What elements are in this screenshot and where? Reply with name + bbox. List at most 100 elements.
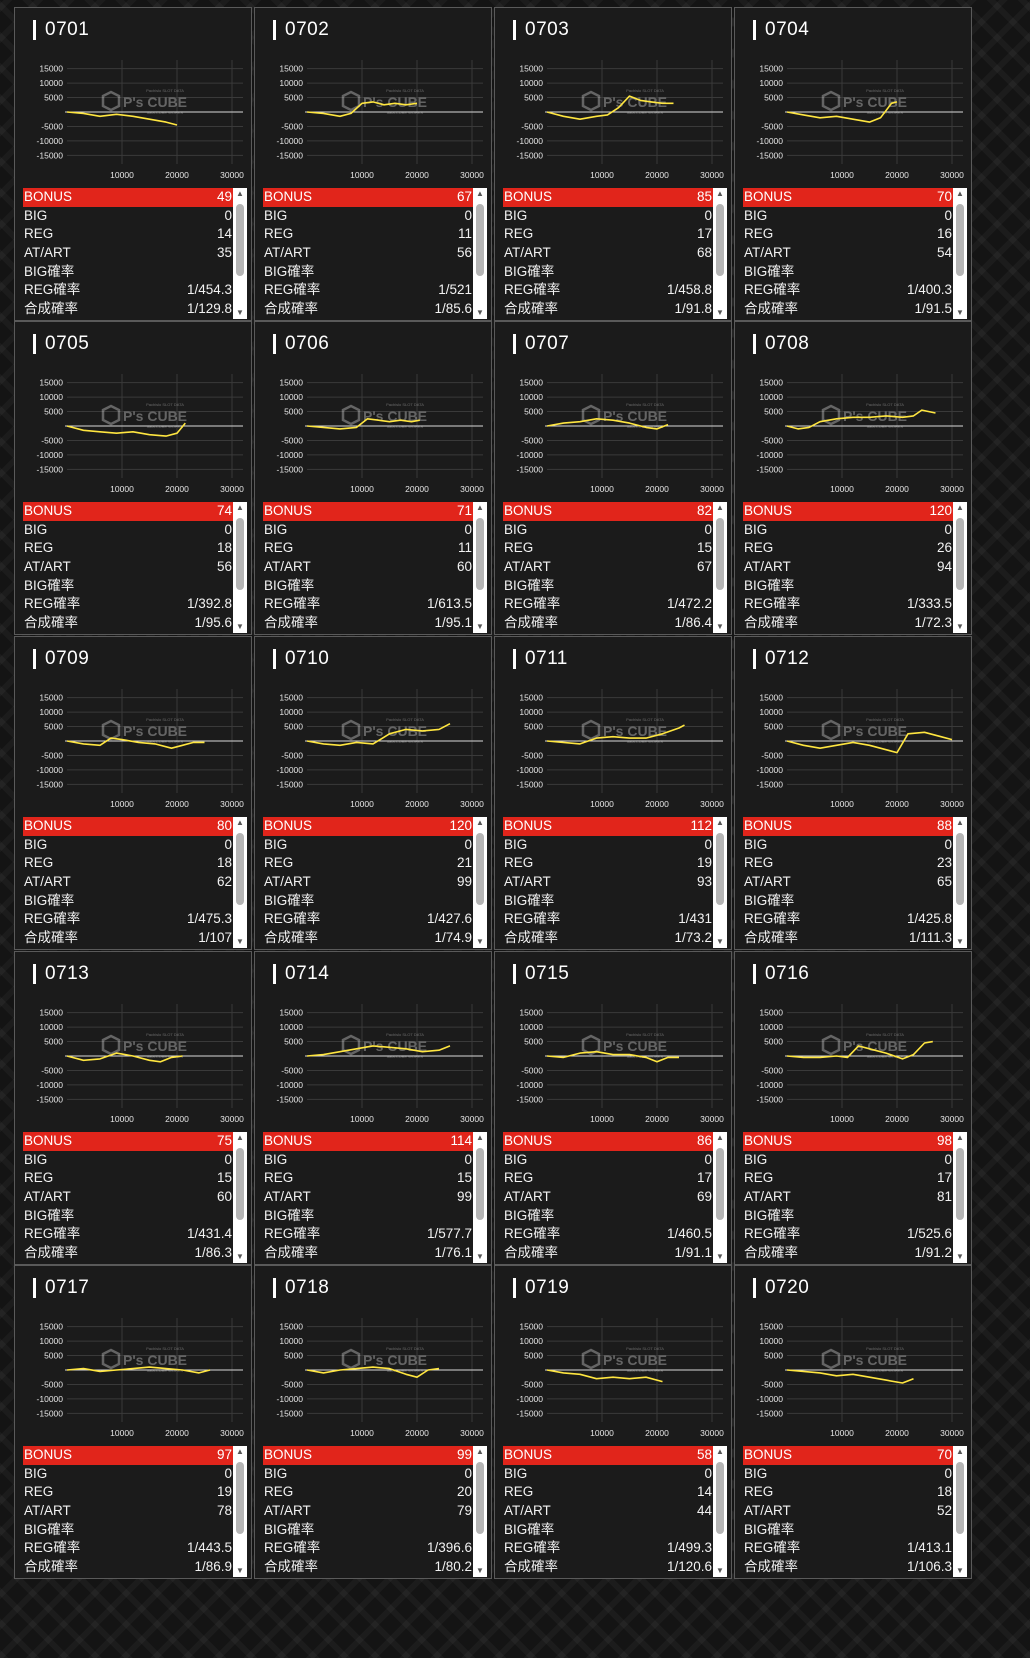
machine-card[interactable]: 0719 15000 10000 5000 -5000 -10000 -15000 1000… [494, 1265, 732, 1579]
triangle-up-icon[interactable]: ▲ [236, 1447, 244, 1456]
scrollbar-thumb[interactable] [716, 833, 724, 905]
scrollbar-thumb[interactable] [716, 1148, 724, 1220]
triangle-up-icon[interactable]: ▲ [956, 503, 964, 512]
scrollbar[interactable]: ▲ ▼ [713, 188, 727, 319]
triangle-up-icon[interactable]: ▲ [956, 1447, 964, 1456]
scrollbar-thumb[interactable] [236, 518, 244, 590]
scrollbar-thumb[interactable] [476, 1462, 484, 1534]
scrollbar[interactable]: ▲ ▼ [713, 1132, 727, 1263]
machine-card[interactable]: 0714 15000 10000 5000 -5000 -10000 -15000 1000… [254, 951, 492, 1265]
scrollbar-thumb[interactable] [716, 1462, 724, 1534]
triangle-down-icon[interactable]: ▼ [956, 308, 964, 317]
triangle-down-icon[interactable]: ▼ [956, 1566, 964, 1575]
scrollbar-thumb[interactable] [236, 1462, 244, 1534]
scrollbar[interactable]: ▲ ▼ [473, 188, 487, 319]
triangle-down-icon[interactable]: ▼ [716, 622, 724, 631]
scrollbar-thumb[interactable] [956, 833, 964, 905]
triangle-up-icon[interactable]: ▲ [956, 818, 964, 827]
scrollbar-thumb[interactable] [236, 833, 244, 905]
machine-card[interactable]: 0713 15000 10000 5000 -5000 -10000 -15000 1000… [14, 951, 252, 1265]
triangle-down-icon[interactable]: ▼ [956, 937, 964, 946]
machine-card[interactable]: 0709 15000 10000 5000 -5000 -10000 -15000 1000… [14, 636, 252, 950]
triangle-down-icon[interactable]: ▼ [236, 937, 244, 946]
machine-card[interactable]: 0711 15000 10000 5000 -5000 -10000 -15000 1000… [494, 636, 732, 950]
scrollbar-thumb[interactable] [956, 1148, 964, 1220]
triangle-down-icon[interactable]: ▼ [236, 1252, 244, 1261]
triangle-down-icon[interactable]: ▼ [476, 622, 484, 631]
scrollbar-thumb[interactable] [476, 1148, 484, 1220]
scrollbar-thumb[interactable] [476, 204, 484, 276]
triangle-up-icon[interactable]: ▲ [236, 189, 244, 198]
triangle-down-icon[interactable]: ▼ [956, 622, 964, 631]
machine-card[interactable]: 0703 15000 10000 5000 -5000 -10000 -15000 1000… [494, 7, 732, 321]
scrollbar-thumb[interactable] [716, 518, 724, 590]
stats-list[interactable]: BONUS 88 BIG 0 REG 23 AT/ART 65 BIG確率 RE… [743, 817, 953, 948]
scrollbar[interactable]: ▲ ▼ [233, 1132, 247, 1263]
machine-card[interactable]: 0718 15000 10000 5000 -5000 -10000 -15000 1000… [254, 1265, 492, 1579]
scrollbar-thumb[interactable] [476, 518, 484, 590]
triangle-up-icon[interactable]: ▲ [476, 818, 484, 827]
stats-list[interactable]: BONUS 67 BIG 0 REG 11 AT/ART 56 BIG確率 RE… [263, 188, 473, 319]
scrollbar[interactable]: ▲ ▼ [953, 1446, 967, 1577]
machine-card[interactable]: 0715 15000 10000 5000 -5000 -10000 -15000 1000… [494, 951, 732, 1265]
stats-list[interactable]: BONUS 71 BIG 0 REG 11 AT/ART 60 BIG確率 RE… [263, 502, 473, 633]
scrollbar[interactable]: ▲ ▼ [953, 188, 967, 319]
scrollbar[interactable]: ▲ ▼ [953, 1132, 967, 1263]
scrollbar[interactable]: ▲ ▼ [473, 817, 487, 948]
triangle-down-icon[interactable]: ▼ [236, 622, 244, 631]
machine-card[interactable]: 0716 15000 10000 5000 -5000 -10000 -15000 1000… [734, 951, 972, 1265]
stats-list[interactable]: BONUS 98 BIG 0 REG 17 AT/ART 81 BIG確率 RE… [743, 1132, 953, 1263]
stats-list[interactable]: BONUS 75 BIG 0 REG 15 AT/ART 60 BIG確率 RE… [23, 1132, 233, 1263]
machine-card[interactable]: 0702 15000 10000 5000 -5000 -10000 -15000 1000… [254, 7, 492, 321]
stats-list[interactable]: BONUS 49 BIG 0 REG 14 AT/ART 35 BIG確率 RE… [23, 188, 233, 319]
stats-list[interactable]: BONUS 80 BIG 0 REG 18 AT/ART 62 BIG確率 RE… [23, 817, 233, 948]
scrollbar[interactable]: ▲ ▼ [233, 502, 247, 633]
triangle-down-icon[interactable]: ▼ [716, 1566, 724, 1575]
stats-list[interactable]: BONUS 82 BIG 0 REG 15 AT/ART 67 BIG確率 RE… [503, 502, 713, 633]
machine-card[interactable]: 0704 15000 10000 5000 -5000 -10000 -15000 1000… [734, 7, 972, 321]
scrollbar-thumb[interactable] [956, 518, 964, 590]
stats-list[interactable]: BONUS 114 BIG 0 REG 15 AT/ART 99 BIG確率 R… [263, 1132, 473, 1263]
triangle-up-icon[interactable]: ▲ [716, 189, 724, 198]
triangle-up-icon[interactable]: ▲ [236, 818, 244, 827]
scrollbar[interactable]: ▲ ▼ [473, 502, 487, 633]
machine-card[interactable]: 0710 15000 10000 5000 -5000 -10000 -15000 1000… [254, 636, 492, 950]
scrollbar-thumb[interactable] [956, 1462, 964, 1534]
stats-list[interactable]: BONUS 74 BIG 0 REG 18 AT/ART 56 BIG確率 RE… [23, 502, 233, 633]
scrollbar[interactable]: ▲ ▼ [473, 1446, 487, 1577]
triangle-down-icon[interactable]: ▼ [476, 308, 484, 317]
triangle-up-icon[interactable]: ▲ [716, 1447, 724, 1456]
stats-list[interactable]: BONUS 86 BIG 0 REG 17 AT/ART 69 BIG確率 RE… [503, 1132, 713, 1263]
triangle-up-icon[interactable]: ▲ [476, 1133, 484, 1142]
stats-list[interactable]: BONUS 112 BIG 0 REG 19 AT/ART 93 BIG確率 R… [503, 817, 713, 948]
triangle-down-icon[interactable]: ▼ [236, 308, 244, 317]
triangle-up-icon[interactable]: ▲ [476, 189, 484, 198]
stats-list[interactable]: BONUS 70 BIG 0 REG 18 AT/ART 52 BIG確率 RE… [743, 1446, 953, 1577]
stats-list[interactable]: BONUS 58 BIG 0 REG 14 AT/ART 44 BIG確率 RE… [503, 1446, 713, 1577]
machine-card[interactable]: 0701 15000 10000 5000 -5000 -10000 -15000 1000… [14, 7, 252, 321]
triangle-up-icon[interactable]: ▲ [236, 1133, 244, 1142]
triangle-down-icon[interactable]: ▼ [956, 1252, 964, 1261]
stats-list[interactable]: BONUS 120 BIG 0 REG 21 AT/ART 99 BIG確率 R… [263, 817, 473, 948]
scrollbar[interactable]: ▲ ▼ [953, 817, 967, 948]
triangle-down-icon[interactable]: ▼ [476, 937, 484, 946]
scrollbar[interactable]: ▲ ▼ [233, 188, 247, 319]
machine-card[interactable]: 0706 15000 10000 5000 -5000 -10000 -15000 1000… [254, 321, 492, 635]
machine-card[interactable]: 0707 15000 10000 5000 -5000 -10000 -15000 1000… [494, 321, 732, 635]
triangle-up-icon[interactable]: ▲ [716, 503, 724, 512]
triangle-up-icon[interactable]: ▲ [476, 503, 484, 512]
stats-list[interactable]: BONUS 97 BIG 0 REG 19 AT/ART 78 BIG確率 RE… [23, 1446, 233, 1577]
triangle-up-icon[interactable]: ▲ [716, 1133, 724, 1142]
scrollbar[interactable]: ▲ ▼ [953, 502, 967, 633]
stats-list[interactable]: BONUS 70 BIG 0 REG 16 AT/ART 54 BIG確率 RE… [743, 188, 953, 319]
scrollbar[interactable]: ▲ ▼ [233, 817, 247, 948]
scrollbar[interactable]: ▲ ▼ [233, 1446, 247, 1577]
triangle-down-icon[interactable]: ▼ [716, 1252, 724, 1261]
machine-card[interactable]: 0712 15000 10000 5000 -5000 -10000 -15000 1000… [734, 636, 972, 950]
scrollbar[interactable]: ▲ ▼ [713, 817, 727, 948]
triangle-up-icon[interactable]: ▲ [716, 818, 724, 827]
stats-list[interactable]: BONUS 85 BIG 0 REG 17 AT/ART 68 BIG確率 RE… [503, 188, 713, 319]
machine-card[interactable]: 0717 15000 10000 5000 -5000 -10000 -15000 1000… [14, 1265, 252, 1579]
triangle-down-icon[interactable]: ▼ [716, 308, 724, 317]
scrollbar[interactable]: ▲ ▼ [473, 1132, 487, 1263]
